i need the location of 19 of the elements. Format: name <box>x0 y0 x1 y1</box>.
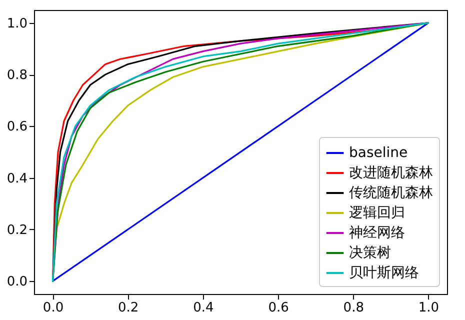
legend-label: 传统随机森林 <box>349 185 433 201</box>
x-tick-label: 1.0 <box>418 300 440 316</box>
y-tick-label: 0.8 <box>6 68 28 84</box>
y-tick-label: 0.0 <box>6 274 28 290</box>
x-tick-label: 0.6 <box>268 300 289 316</box>
y-tick-label: 0.4 <box>6 171 28 186</box>
y-tick-label: 0.2 <box>6 222 28 238</box>
y-tick-label: 1.0 <box>6 16 28 32</box>
legend-label: 神经网络 <box>349 225 405 241</box>
legend-label: 决策树 <box>349 245 391 261</box>
y-tick-label: 0.6 <box>6 120 28 135</box>
x-tick-label: 0.4 <box>193 300 214 316</box>
x-tick-label: 0.8 <box>343 300 364 316</box>
legend-label: 改进随机森林 <box>349 165 433 181</box>
legend-label: 逻辑回归 <box>349 205 405 221</box>
x-tick-label: 0.2 <box>118 300 139 316</box>
x-tick-label: 0.0 <box>42 300 64 316</box>
legend-label: 贝叶斯网络 <box>349 265 419 281</box>
legend-label: baseline <box>349 145 408 161</box>
